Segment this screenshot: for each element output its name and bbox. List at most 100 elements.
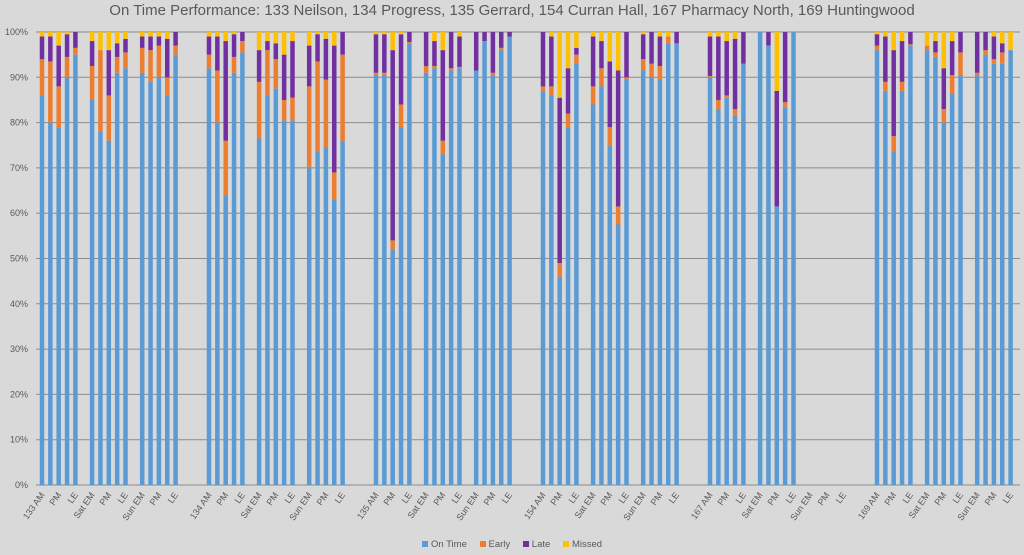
bar-segment-missed xyxy=(732,32,738,39)
bar-segment-on-time xyxy=(891,152,896,486)
y-axis-ticks: 0% 10% 20% 30% 40% 50% 60% 70% 80% 90% 100% xyxy=(5,27,28,490)
bar-segment-missed xyxy=(657,32,663,37)
bar-segment-late xyxy=(39,36,45,60)
bar-segment-missed xyxy=(281,32,287,55)
bar-segment-on-time xyxy=(315,152,320,486)
x-tick-label: PM xyxy=(599,490,615,507)
x-tick-label: LE xyxy=(667,490,682,505)
bar-segment-late xyxy=(398,34,404,105)
bar-segment-missed xyxy=(223,32,228,42)
bar-segment-late xyxy=(457,36,462,67)
bar-segment-missed xyxy=(373,32,379,35)
bar-segment-on-time xyxy=(473,70,479,485)
bar-segment-missed xyxy=(941,32,947,69)
legend: On Time Early Late Missed xyxy=(0,539,1024,550)
y-tick-label: 60% xyxy=(10,208,28,218)
bar-segment-late xyxy=(624,32,629,78)
x-tick-label: PM xyxy=(715,490,731,507)
bar-segment-early xyxy=(457,66,462,69)
bar-segment-on-time xyxy=(974,75,980,485)
bar-segment-missed xyxy=(774,32,780,91)
legend-label: Late xyxy=(531,539,551,550)
x-tick-label: LE xyxy=(951,490,966,505)
bar-segment-early xyxy=(256,81,262,139)
x-tick-label: 135 AM xyxy=(355,490,381,521)
bar-segment-late xyxy=(499,32,504,48)
bar-segment-late xyxy=(306,45,312,87)
bar-segment-early xyxy=(73,47,78,55)
bar-segment-on-time xyxy=(774,206,780,485)
bar-segment-on-time xyxy=(290,120,295,486)
bar-segment-late xyxy=(540,32,546,87)
bar-segment-late xyxy=(340,32,345,55)
bar-segment-late xyxy=(173,32,178,46)
x-tick-label: PM xyxy=(882,490,898,507)
y-tick-label: 10% xyxy=(10,435,28,445)
bar-segment-late xyxy=(674,32,679,44)
bar-segment-on-time xyxy=(39,95,45,486)
bar-segment-missed xyxy=(549,32,554,37)
bar-segment-on-time xyxy=(457,68,462,486)
bar-segment-late xyxy=(373,34,379,73)
bar-segment-late xyxy=(473,32,479,71)
legend-swatch-missed xyxy=(562,541,569,548)
bar-segment-missed xyxy=(256,32,262,51)
bar-segment-on-time xyxy=(423,72,429,486)
bar-segment-missed xyxy=(273,32,279,44)
bar-segment-late xyxy=(482,32,487,42)
bar-segment-early xyxy=(607,127,613,146)
bar-segment-on-time xyxy=(340,140,345,485)
bar-segment-on-time xyxy=(716,109,721,485)
bar-segment-missed xyxy=(574,32,579,48)
bar-segment-on-time xyxy=(899,90,905,485)
x-tick-label: 133 AM xyxy=(21,490,47,521)
bar-segment-on-time xyxy=(165,95,170,486)
legend-swatch-early xyxy=(479,541,486,548)
bar-segment-on-time xyxy=(958,75,963,485)
x-tick-label: 169 AM xyxy=(856,490,882,521)
bar-segment-on-time xyxy=(173,54,178,486)
bar-segment-early xyxy=(139,47,145,73)
bar-segment-early xyxy=(899,81,905,91)
bar-segment-late xyxy=(574,47,579,55)
bar-segment-missed xyxy=(206,32,212,37)
bar-segment-on-time xyxy=(649,77,654,486)
bar-segment-early xyxy=(265,50,270,96)
bar-segment-early xyxy=(490,72,496,76)
bar-segment-missed xyxy=(290,32,295,42)
bar-segment-late xyxy=(490,32,496,73)
bar-segment-late xyxy=(423,32,429,66)
bar-segment-late xyxy=(440,50,446,141)
bar-segment-missed xyxy=(265,32,270,42)
bar-segment-early xyxy=(782,102,788,107)
bar-segment-late xyxy=(265,41,270,51)
bar-segment-late xyxy=(899,41,905,82)
bar-segment-missed xyxy=(315,32,320,35)
bar-segment-missed xyxy=(48,32,53,37)
bar-segment-early xyxy=(323,79,329,148)
bar-segment-on-time xyxy=(574,63,579,486)
bar-segment-early xyxy=(657,65,663,80)
bar-segment-early xyxy=(223,140,228,196)
x-tick-label: LE xyxy=(66,490,81,505)
bar-segment-early xyxy=(549,86,554,96)
bar-segment-on-time xyxy=(48,122,53,485)
bar-segment-on-time xyxy=(64,77,70,486)
bar-segment-on-time xyxy=(924,50,930,486)
bar-segment-late xyxy=(649,32,654,64)
bar-segment-late xyxy=(156,36,162,46)
bar-segment-early xyxy=(156,45,162,78)
bar-segment-on-time xyxy=(73,54,78,486)
bar-segment-missed xyxy=(883,32,888,37)
bar-segment-early xyxy=(306,86,312,168)
bar-segment-missed xyxy=(565,32,571,69)
bar-segment-early xyxy=(557,263,562,277)
bar-segment-early xyxy=(908,44,913,46)
x-tick-label: 167 AM xyxy=(689,490,715,521)
bar-segment-late xyxy=(716,36,721,100)
bar-segment-early xyxy=(315,61,320,153)
bar-segment-missed xyxy=(724,32,729,42)
bar-segment-missed xyxy=(1008,32,1013,51)
bar-segment-missed xyxy=(1000,32,1005,44)
bar-segment-early xyxy=(732,109,738,116)
